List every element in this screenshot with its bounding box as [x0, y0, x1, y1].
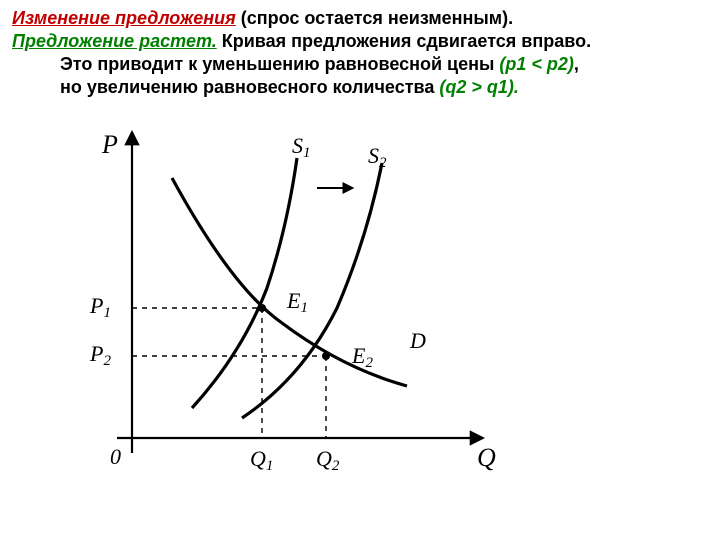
s1-label: S1: [292, 133, 311, 161]
s2-label: S2: [368, 143, 387, 171]
p1-label: P1: [89, 293, 111, 321]
price-decrease-text: Это приводит к уменьшению равновесной це…: [60, 54, 499, 74]
header-line-3: Это приводит к уменьшению равновесной це…: [12, 54, 708, 75]
chart-svg: P Q 0 S1 S2 D E1 E2 P1 P2 Q1 Q2: [72, 108, 512, 488]
q2-label: Q2: [316, 446, 340, 474]
supply-demand-chart: P Q 0 S1 S2 D E1 E2 P1 P2 Q1 Q2: [72, 108, 708, 488]
p2-label: P2: [89, 341, 111, 369]
header-line-2: Предложение растет. Кривая предложения с…: [12, 31, 708, 52]
x-axis-label: Q: [477, 443, 496, 472]
header-line-1: Изменение предложения (спрос остается не…: [12, 8, 708, 29]
origin-label: 0: [110, 444, 121, 469]
header-line-4: но увеличению равновесного количества (q…: [12, 77, 708, 98]
price-inequality: (p1 < p2): [499, 54, 574, 74]
comma: ,: [574, 54, 579, 74]
e1-label: E1: [286, 288, 308, 316]
supply-grows-label: Предложение растет.: [12, 31, 217, 51]
d-label: D: [409, 328, 426, 353]
qty-inequality: (q2 > q1).: [439, 77, 519, 97]
supply2-curve: [242, 163, 382, 418]
e2-label: E2: [351, 343, 373, 371]
supply1-curve: [192, 158, 297, 408]
title-main: Изменение предложения: [12, 8, 236, 28]
title-paren: (спрос остается неизменным).: [236, 8, 513, 28]
q1-label: Q1: [250, 446, 273, 474]
shift-right-text: Кривая предложения сдвигается вправо.: [217, 31, 591, 51]
y-axis-label: P: [101, 130, 118, 159]
e1-point: [258, 304, 266, 312]
header-block: Изменение предложения (спрос остается не…: [12, 8, 708, 98]
e2-point: [322, 352, 330, 360]
qty-increase-text: но увеличению равновесного количества: [60, 77, 439, 97]
